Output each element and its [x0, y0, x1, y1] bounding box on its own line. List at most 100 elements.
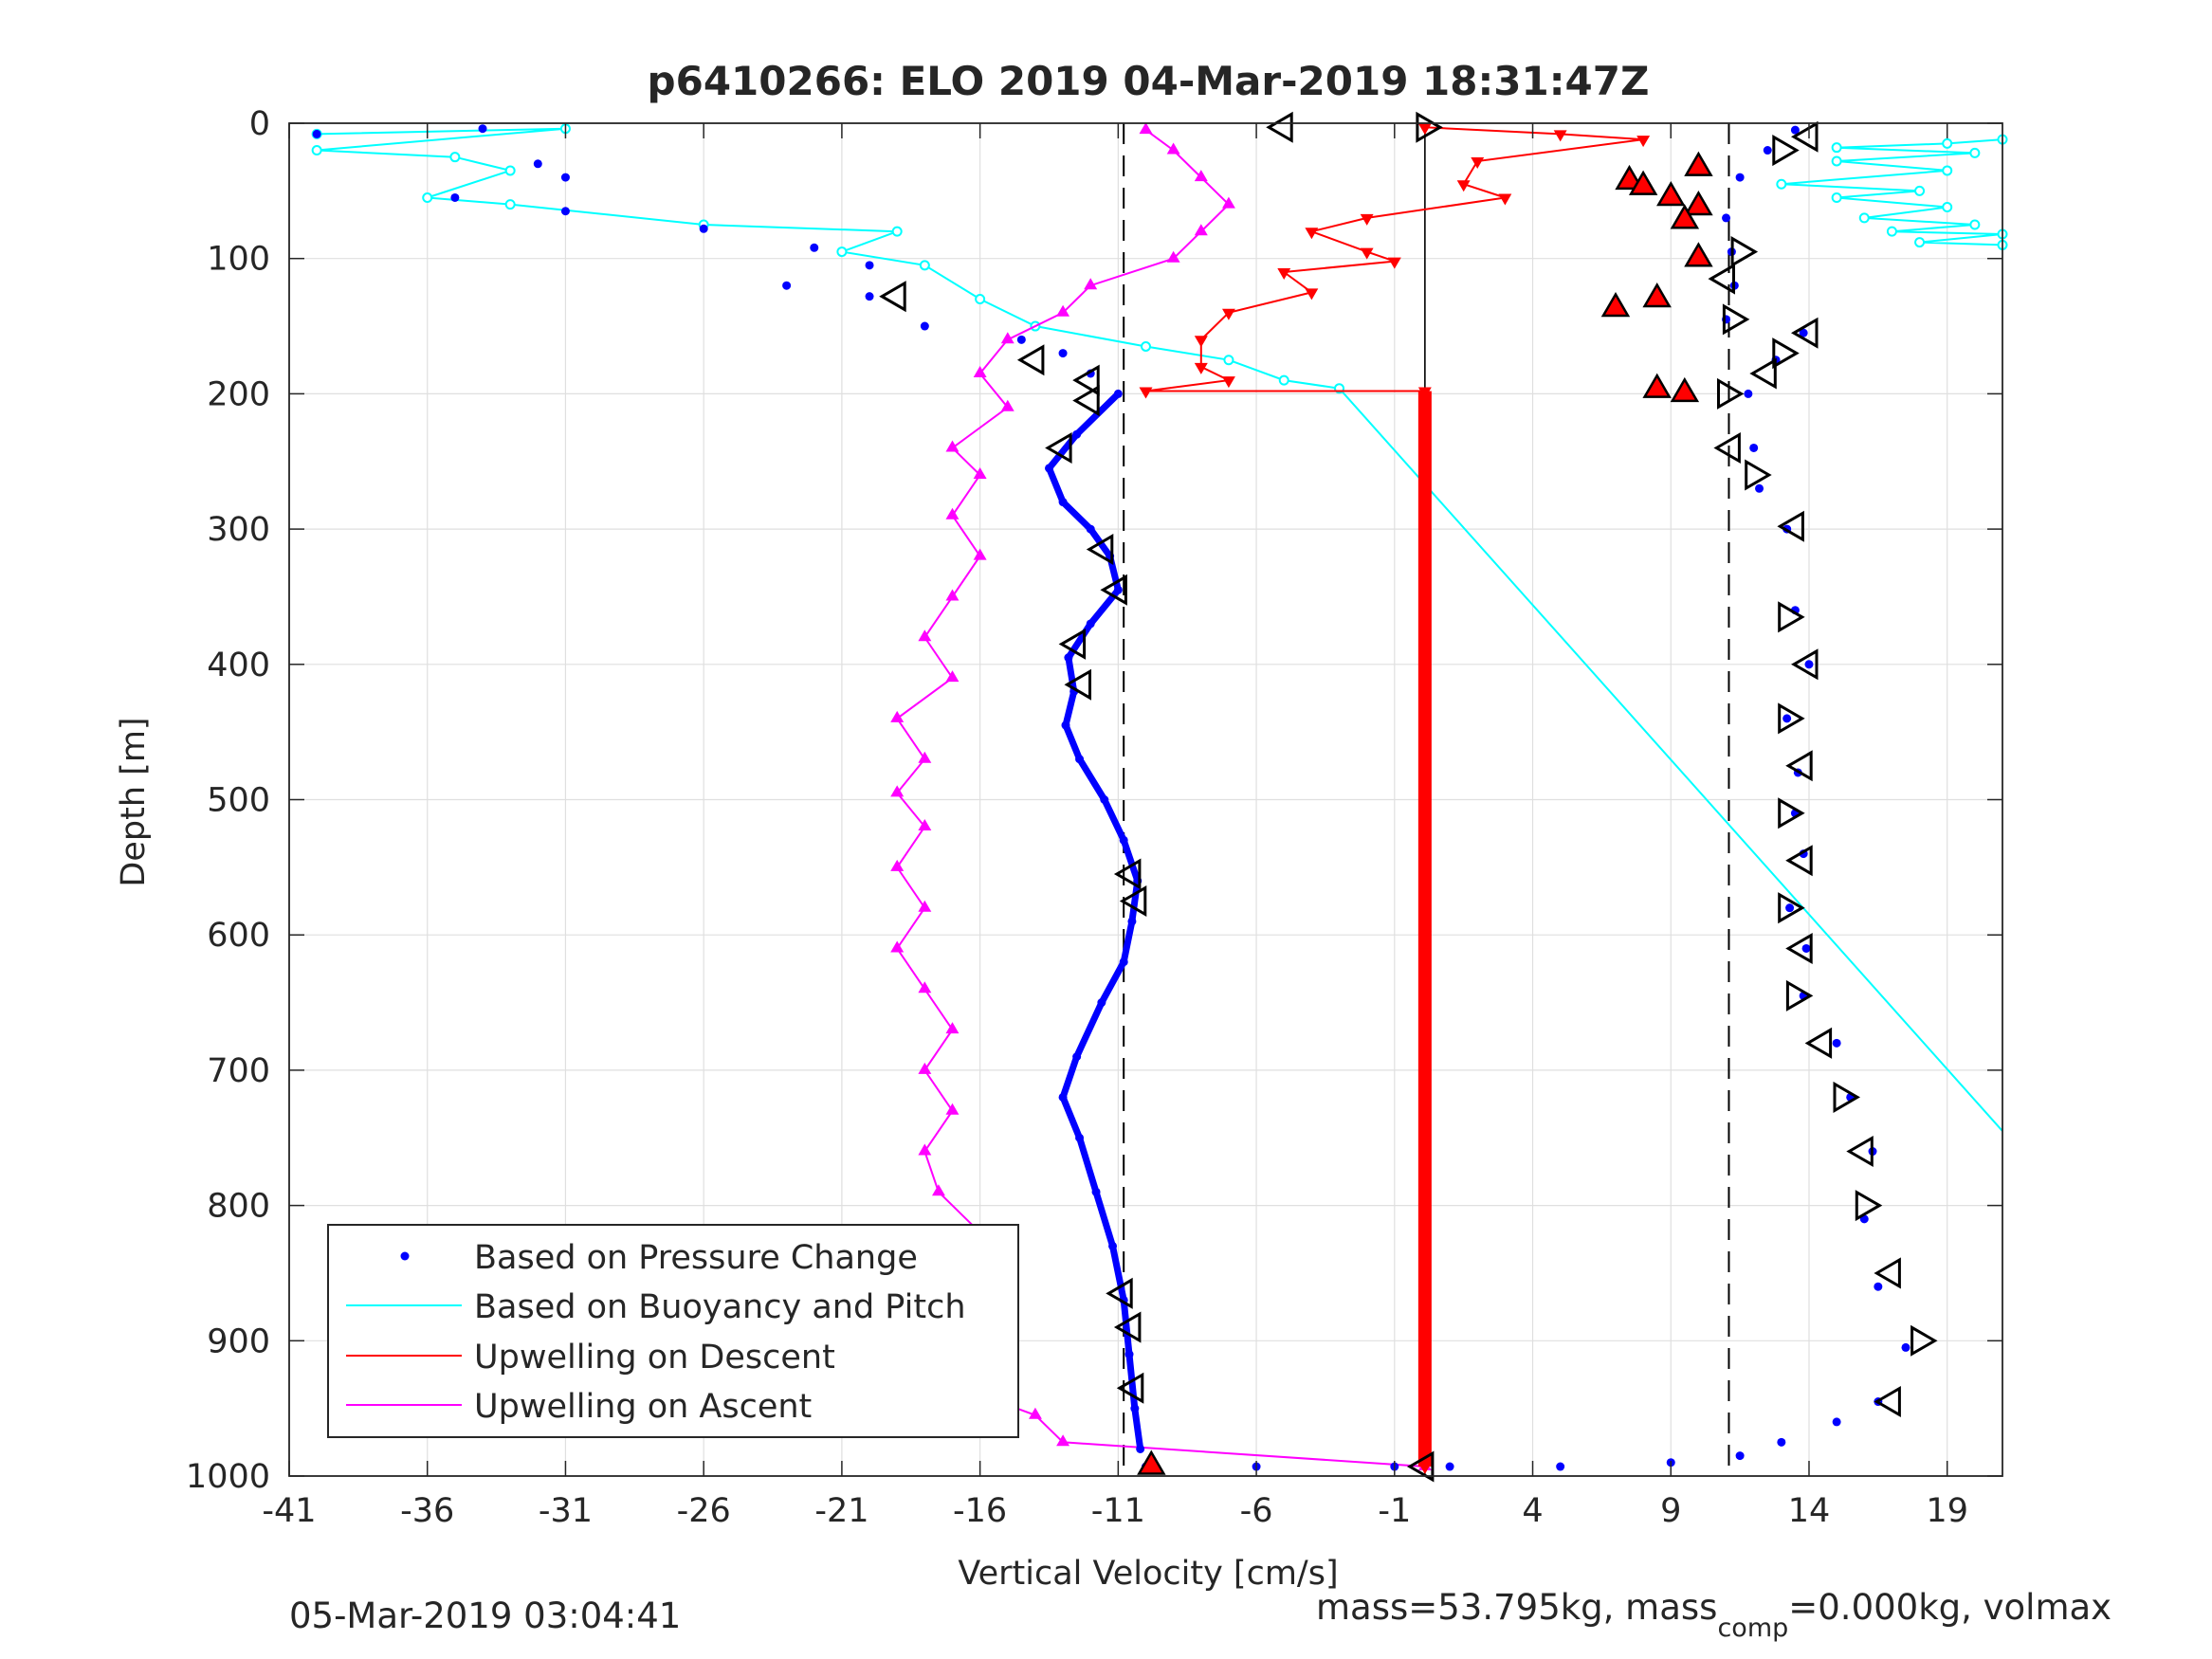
upwelling-descent-line [1145, 126, 1644, 1467]
buoyancy-point [422, 191, 433, 203]
upwelling-descent-point [1305, 228, 1319, 240]
buoyancy-point [1223, 355, 1234, 366]
x-tick-label: -31 [539, 1492, 593, 1530]
buoyancy-point [1141, 340, 1151, 352]
upwelling-ascent-point [1056, 1434, 1069, 1447]
grid [288, 122, 2002, 1477]
upwelling-ascent-point [945, 1103, 960, 1115]
pressure-point [1790, 125, 1800, 135]
black-triangle-point [1778, 892, 1805, 924]
upwelling-descent-point [1305, 288, 1319, 301]
buoyancy-point [449, 152, 461, 163]
black-triangle-point [1016, 344, 1045, 376]
y-axis-label: Depth [m] [115, 717, 153, 886]
black-triangle-point [1804, 1027, 1833, 1059]
upwelling-descent-point [1277, 268, 1291, 280]
x-tick-label: 4 [1522, 1492, 1543, 1530]
black-triangle-point [1874, 1257, 1901, 1289]
red-triangle-point [1656, 181, 1686, 207]
upwelling-ascent-point [945, 670, 960, 683]
upwelling-ascent-point [973, 548, 987, 560]
upwelling-ascent-point [973, 366, 987, 377]
black-triangle-point [1785, 845, 1813, 877]
black-triangle-point [1730, 235, 1759, 268]
x-tick-label: -6 [1240, 1492, 1273, 1530]
buoyancy-point [1886, 226, 1897, 237]
buoyancy-point [504, 165, 516, 176]
legend-label-pressure: Based on Pressure Change [474, 1239, 918, 1277]
upwelling-descent-point [1194, 362, 1208, 374]
y-tick-label: 900 [207, 1322, 270, 1360]
black-triangle-point [1778, 702, 1805, 735]
upwelling-ascent-point [918, 629, 932, 642]
black-triangle-point [1785, 932, 1813, 965]
series-upwelling-descent [1139, 123, 1651, 1474]
pressure-point [560, 207, 570, 216]
black-triangle-point [1772, 134, 1800, 167]
pressure-point [920, 321, 929, 331]
black-triangle-point [1119, 884, 1147, 918]
upwelling-descent-point [1222, 376, 1235, 389]
plot-frame [288, 122, 2003, 1477]
footer-mass-subscript: comp [1717, 1613, 1788, 1643]
black-triangle-point [1106, 1277, 1133, 1309]
upwelling-descent-point [1387, 257, 1401, 269]
x-tick-label: -41 [262, 1492, 316, 1530]
black-triangle-point [1045, 431, 1072, 465]
black-triangle-point [1785, 750, 1813, 782]
black-triangle-point [1785, 979, 1814, 1012]
black-triangle-point [1072, 384, 1100, 417]
red-triangle-point [1615, 164, 1644, 191]
pressure-point [699, 224, 708, 233]
pressure-point [1832, 1417, 1841, 1427]
buoyancy-point [1914, 185, 1926, 196]
upwelling-ascent-point [890, 710, 905, 722]
upwelling-ascent-point [973, 467, 987, 479]
buoyancy-point [1942, 165, 1953, 176]
upwelling-ascent-point [1084, 278, 1098, 290]
pressure-point [1755, 483, 1764, 493]
buoyancy-point [919, 260, 930, 271]
pressure-point [1832, 1038, 1841, 1048]
upwelling-ascent-point [918, 1062, 932, 1074]
upwelling-descent-point [1417, 387, 1432, 399]
black-triangle-point [1708, 263, 1735, 295]
buoyancy-point [1831, 191, 1842, 203]
upwelling-descent-point [1553, 130, 1567, 142]
upwelling-descent-point [1417, 931, 1432, 943]
series-pressure-change [312, 124, 1910, 1471]
black-triangle-point [1100, 574, 1127, 606]
upwelling-ascent-point [945, 507, 960, 520]
legend-entry-pressure: Based on Pressure Change [400, 1239, 918, 1277]
upwelling-ascent-point [918, 819, 932, 830]
x-tick-labels: -41 -36 -31 -26 -21 -16 -11 -6 -1 4 9 14 19 [262, 1492, 1968, 1530]
pressure-point [1744, 389, 1753, 398]
buoyancy-point [1278, 374, 1289, 386]
black-triangle-point [1846, 1135, 1874, 1168]
footer-mass-tail: =0.000kg, volmax [1788, 1587, 2111, 1628]
pressure-point [1722, 213, 1731, 223]
red-triangle-point [1600, 292, 1631, 318]
x-tick-label: -1 [1378, 1492, 1411, 1530]
y-tick-label: 100 [207, 241, 270, 279]
upwelling-descent-point [1636, 136, 1651, 148]
pressure-point [1782, 714, 1792, 723]
upwelling-ascent-point [1222, 196, 1235, 209]
pressure-point [1801, 943, 1811, 953]
pressure-point [865, 261, 874, 270]
upwelling-ascent-point [1194, 170, 1208, 182]
x-tick-label: -21 [814, 1492, 868, 1530]
pressure-point [1016, 335, 1026, 344]
black-triangle-point [1416, 111, 1443, 143]
buoyancy-point [1858, 212, 1870, 224]
buoyancy-point [1969, 219, 1981, 230]
upwelling-ascent-point [1166, 250, 1180, 263]
upwelling-ascent-point [1139, 122, 1153, 135]
buoyancy-point [1776, 178, 1787, 190]
y-tick-labels: 0 100 200 300 400 500 600 700 800 900 1000 [186, 105, 270, 1496]
upwelling-ascent-point [1000, 332, 1015, 344]
legend-entry-upwelling-ascent: Upwelling on Ascent [346, 1388, 812, 1426]
black-triangle-point [1266, 111, 1293, 143]
pressure-point [450, 192, 460, 202]
